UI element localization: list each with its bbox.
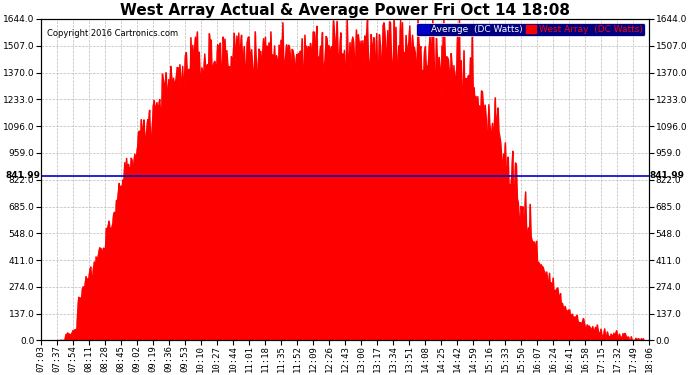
Legend: Average  (DC Watts), West Array  (DC Watts): Average (DC Watts), West Array (DC Watts… [416,24,645,36]
Text: 841.99: 841.99 [650,171,685,180]
Title: West Array Actual & Average Power Fri Oct 14 18:08: West Array Actual & Average Power Fri Oc… [120,3,570,18]
Text: Copyright 2016 Cartronics.com: Copyright 2016 Cartronics.com [47,28,178,38]
Text: 841.99: 841.99 [5,171,40,180]
